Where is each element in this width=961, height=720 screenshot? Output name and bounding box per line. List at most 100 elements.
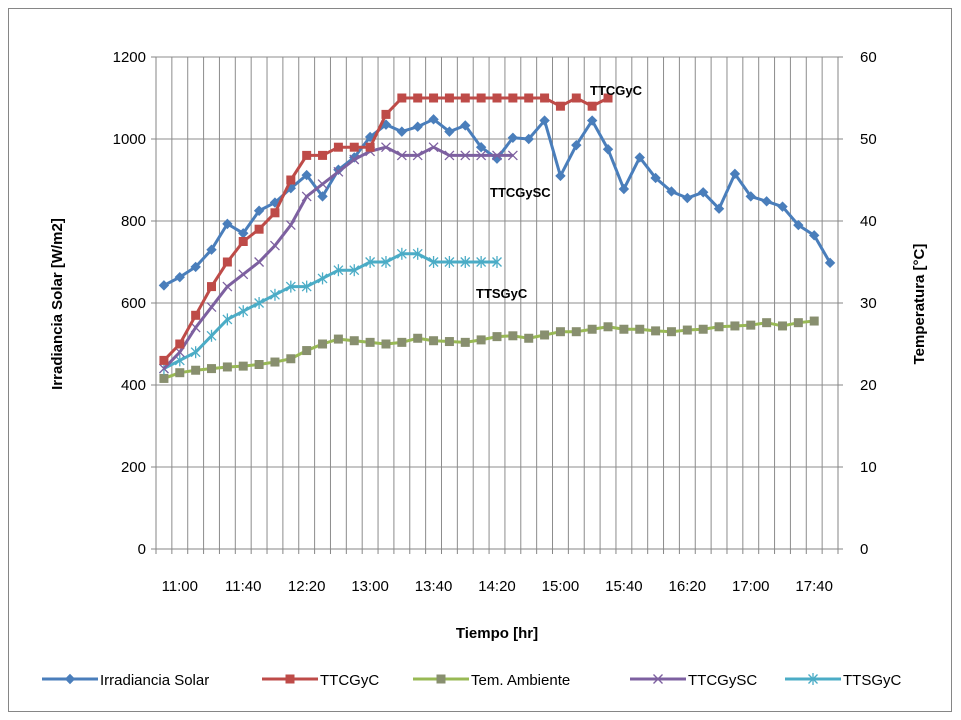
data-point-irradiancia-solar [682, 192, 693, 204]
data-point-ttsgyc [190, 346, 201, 359]
series-ttcgysc [158, 142, 518, 374]
data-point-irradiancia-solar [713, 203, 725, 214]
data-point-ttcgyc [286, 175, 296, 185]
data-point-tem-ambiente [302, 346, 312, 356]
data-point-irradiancia-solar [317, 191, 328, 202]
data-point-irradiancia-solar [174, 271, 185, 283]
legend-label: TTCGyC [320, 672, 379, 689]
y-left-tick-label: 0 [138, 541, 146, 558]
data-point-irradiancia-solar [222, 218, 233, 230]
data-point-ttcgyc [397, 93, 407, 103]
legend-item-irradiancia-solar: Irradiancia Solar [42, 672, 209, 689]
series-line-ttsgyc [163, 252, 497, 370]
data-point-irradiancia-solar [523, 133, 534, 145]
x-tick-label: 11:00 [162, 578, 198, 595]
data-point-ttcgyc [318, 150, 328, 160]
data-point-irradiancia-solar [444, 126, 455, 137]
legend-swatch-marker [653, 674, 663, 684]
data-point-irradiancia-solar [158, 280, 170, 291]
data-point-tem-ambiente [207, 364, 217, 374]
data-point-ttsgyc [333, 264, 344, 277]
data-point-irradiancia-solar [729, 168, 741, 180]
data-point-ttcgysc [381, 142, 391, 153]
data-point-ttcgysc [206, 302, 217, 313]
data-point-tem-ambiente [159, 373, 169, 383]
data-point-ttcgysc [460, 150, 471, 161]
data-point-ttcgyc [365, 142, 375, 152]
data-point-ttsgyc [428, 256, 439, 268]
data-point-irradiancia-solar [618, 183, 630, 195]
data-point-irradiancia-solar [650, 172, 661, 184]
data-point-ttcgyc [587, 101, 597, 111]
data-point-irradiancia-solar [824, 257, 836, 269]
data-point-irradiancia-solar [539, 115, 550, 126]
data-point-irradiancia-solar [793, 219, 804, 231]
data-point-ttsgyc [412, 247, 423, 260]
data-point-ttsgyc [444, 256, 455, 268]
data-point-ttcgysc [428, 142, 439, 153]
data-point-ttsgyc [396, 247, 407, 260]
y-right-tick-label: 0 [860, 541, 868, 558]
y-left-tick-label: 400 [121, 377, 146, 394]
data-point-irradiancia-solar [396, 126, 408, 137]
data-point-irradiancia-solar [460, 120, 471, 131]
data-point-tem-ambiente [762, 318, 772, 328]
data-point-irradiancia-solar [507, 132, 519, 143]
data-point-ttcgysc [301, 191, 312, 202]
data-point-ttsgyc [269, 288, 280, 301]
data-point-ttcgyc [555, 101, 565, 111]
data-point-tem-ambiente [540, 330, 550, 340]
data-point-tem-ambiente [635, 324, 645, 334]
data-point-ttcgysc [190, 322, 201, 333]
data-point-tem-ambiente [349, 336, 359, 346]
annotations: TTCGyC TTCGySC TTSGyC [476, 83, 643, 301]
data-point-ttcgyc [524, 93, 534, 103]
data-point-ttsgyc [365, 256, 376, 268]
x-tick-label: 13:40 [415, 578, 453, 595]
data-point-tem-ambiente [698, 324, 708, 334]
y-left-tick-label: 800 [121, 213, 146, 230]
x-tick-label: 15:40 [605, 578, 643, 595]
y-left-tick-label: 1000 [113, 131, 146, 148]
data-point-tem-ambiente [397, 337, 407, 347]
data-point-ttcgyc [175, 339, 185, 349]
data-point-ttcgyc [159, 355, 169, 365]
data-point-irradiancia-solar [301, 169, 312, 181]
data-point-tem-ambiente [460, 337, 470, 347]
series [158, 93, 836, 383]
data-point-ttcgysc [412, 150, 423, 161]
data-point-tem-ambiente [238, 361, 248, 371]
series-ttcgyc [159, 93, 613, 365]
data-point-ttcgyc [349, 142, 359, 152]
data-point-irradiancia-solar [555, 170, 566, 182]
legend-swatch-marker [436, 674, 446, 684]
y-right-tick-label: 60 [860, 49, 877, 66]
data-point-tem-ambiente [714, 322, 724, 332]
data-point-tem-ambiente [587, 324, 597, 334]
legend-swatch-marker [64, 673, 76, 685]
data-point-ttsgyc [492, 256, 502, 268]
data-point-ttcgysc [476, 150, 487, 161]
x-tick-label: 14:20 [478, 578, 516, 595]
x-tick-label: 17:00 [732, 578, 770, 595]
data-point-ttcgysc [254, 257, 265, 267]
legend: Irradiancia Solar TTCGyC Tem. Ambiente TTCG… [42, 672, 901, 689]
series-ttsgyc [158, 247, 502, 375]
data-point-tem-ambiente [603, 322, 613, 332]
data-point-irradiancia-solar [428, 114, 439, 125]
data-point-tem-ambiente [381, 339, 391, 349]
x-tick-label: 17:40 [795, 578, 833, 595]
data-point-tem-ambiente [429, 336, 439, 346]
data-point-ttcgyc [413, 93, 423, 103]
data-point-ttcgyc [429, 93, 439, 103]
data-point-ttsgyc [317, 272, 328, 285]
data-point-ttcgysc [333, 166, 344, 177]
data-point-tem-ambiente [444, 337, 454, 347]
data-point-irradiancia-solar [475, 141, 487, 153]
annotation-ttcgysc: TTCGySC [490, 185, 551, 200]
data-point-irradiancia-solar [253, 205, 265, 216]
data-point-tem-ambiente [508, 331, 518, 341]
data-point-irradiancia-solar [571, 139, 582, 151]
data-point-tem-ambiente [555, 327, 565, 337]
grid [156, 56, 839, 549]
